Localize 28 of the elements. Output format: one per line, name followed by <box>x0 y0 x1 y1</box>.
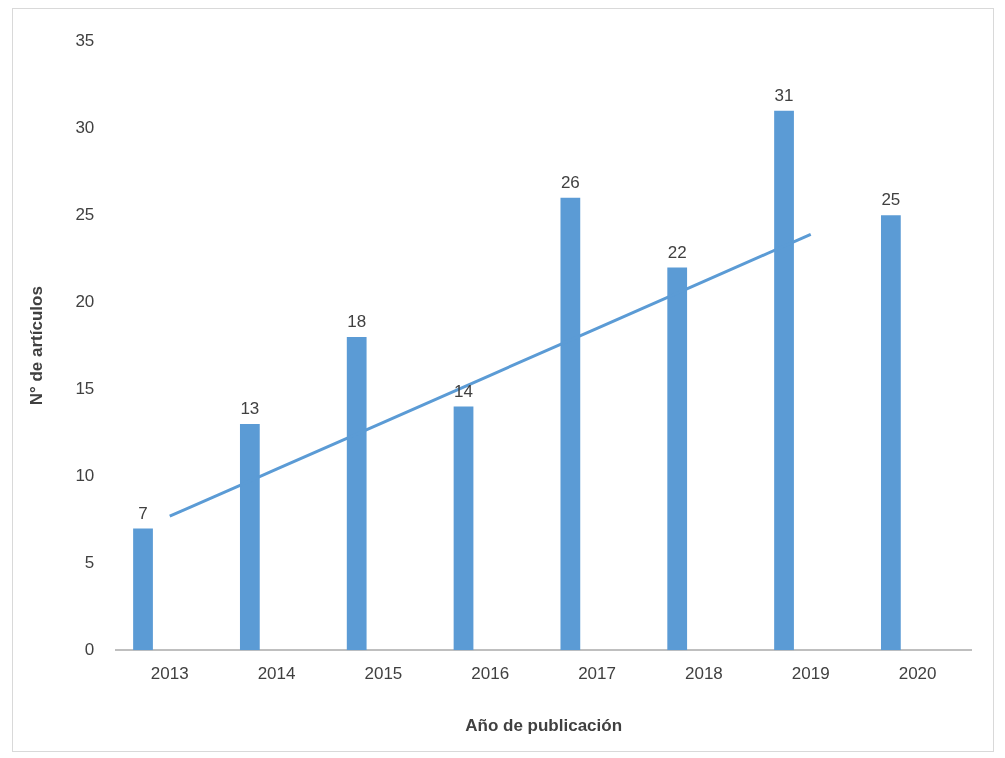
y-tick-label: 15 <box>75 378 95 398</box>
data-label: 13 <box>240 399 260 419</box>
y-tick-label: 25 <box>75 204 95 224</box>
y-tick-label: 30 <box>75 117 95 137</box>
bar <box>453 406 474 651</box>
x-tick-label: 2017 <box>578 664 616 684</box>
bar <box>133 528 153 651</box>
data-label: 18 <box>347 312 367 332</box>
bar <box>880 215 901 651</box>
x-tick-label: 2018 <box>685 664 723 684</box>
x-tick-label: 2015 <box>364 664 403 684</box>
data-label: 7 <box>138 503 148 523</box>
x-tick-label: 2016 <box>471 664 510 684</box>
y-tick-label: 20 <box>75 291 95 311</box>
data-label: 22 <box>667 242 687 262</box>
x-tick-label: 2019 <box>791 664 830 684</box>
x-tick-label: 2020 <box>898 664 937 684</box>
y-tick-label: 5 <box>84 552 95 572</box>
x-tick-label: 2013 <box>150 664 189 684</box>
data-label: 31 <box>774 85 794 105</box>
y-axis-title: N° de artículos <box>26 286 46 406</box>
x-tick-label: 2014 <box>257 664 296 684</box>
x-axis-title: Año de publicación <box>465 716 623 736</box>
y-tick-label: 0 <box>84 639 95 659</box>
y-tick-label: 35 <box>75 30 95 50</box>
y-tick-label: 10 <box>75 465 95 485</box>
data-label: 26 <box>560 172 580 192</box>
data-label: 25 <box>881 190 901 210</box>
